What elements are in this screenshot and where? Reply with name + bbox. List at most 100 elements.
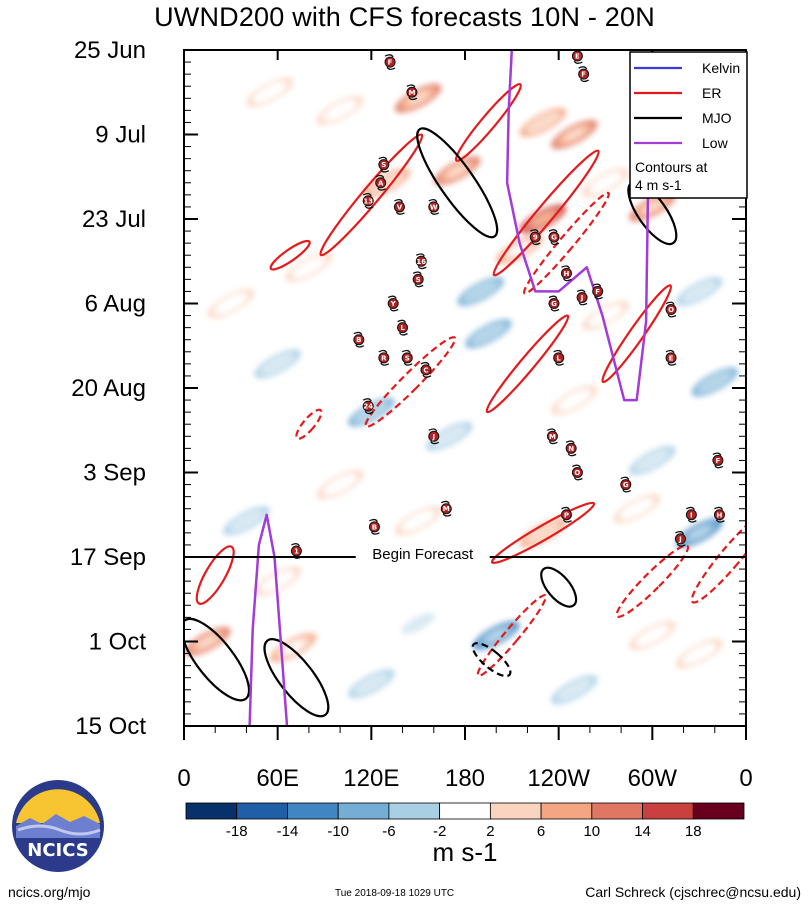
storm-dot (412, 273, 424, 285)
field-blob (252, 81, 287, 103)
storm-arm (550, 241, 560, 246)
storm-arm (548, 440, 558, 445)
storm-marker: 13 (362, 192, 374, 209)
footer-timestamp: Tue 2018-09-18 1029 UTC (335, 888, 455, 899)
storm-arm (573, 477, 583, 481)
storm-arm (665, 301, 675, 305)
y-tick-label: 25 Jun (74, 37, 146, 64)
logo-sun (16, 789, 100, 823)
field-blob (446, 164, 468, 178)
contour-mjo (540, 566, 578, 608)
legend-label-mjo: MJO (702, 110, 732, 126)
forecast-label: Begin Forecast (372, 546, 474, 563)
storm-arm (417, 265, 427, 270)
storm-marker: M (546, 428, 558, 445)
storm-id: Y (390, 300, 397, 308)
storm-dot (620, 479, 632, 491)
colorbar-box (540, 802, 593, 820)
storm-id: F (581, 71, 586, 79)
storm-marker: F (712, 452, 724, 469)
storm-arm (578, 302, 588, 306)
storm-marker: I (685, 506, 697, 523)
field-blobs (184, 77, 739, 705)
storm-marker: S (378, 156, 390, 173)
storm-id: 24 (363, 403, 373, 411)
storm-marker: C (420, 361, 432, 378)
storm-dot (384, 56, 396, 68)
storm-marker: 9 (529, 229, 541, 246)
field-blob (407, 91, 429, 105)
storm-dot (665, 304, 677, 316)
storm-arm (387, 295, 397, 299)
storm-marker: F (592, 283, 604, 300)
storm-arm (675, 530, 685, 535)
field-blob (432, 425, 467, 447)
field-blob (526, 111, 561, 134)
storm-arm (687, 519, 697, 523)
storm-arm (547, 428, 557, 432)
colorbar-box (287, 802, 339, 820)
field-blob (282, 640, 305, 655)
storm-arm (378, 156, 388, 161)
storm-id: A (378, 179, 384, 187)
storm-arm (573, 60, 583, 64)
storm-marker: B (368, 518, 380, 535)
storm-arm (622, 489, 632, 493)
colorbar-box (489, 802, 542, 820)
storm-arm (403, 362, 413, 366)
contour-er (490, 501, 596, 564)
storm-dot (546, 430, 558, 442)
legend: Kelvin ER MJO Low Contours at 4 m s-1 (629, 51, 748, 199)
storm-marker: M (406, 84, 418, 101)
storm-arm (572, 464, 581, 468)
storm-arm (364, 205, 374, 209)
colorbar-box (692, 802, 745, 820)
storm-arm (667, 314, 677, 318)
legend-box (629, 51, 748, 199)
y-tick-label: 20 Aug (71, 375, 146, 402)
storm-id: B (372, 523, 377, 531)
storm-arm (364, 410, 374, 415)
field-blob (291, 256, 326, 278)
storm-arm (712, 452, 722, 456)
storm-arm (553, 349, 563, 354)
colorbar-tick-label: -10 (327, 823, 349, 840)
storm-arm (561, 506, 571, 511)
storm-arm (555, 362, 564, 366)
storm-dot (387, 298, 399, 309)
storm-dot (362, 195, 374, 207)
storm-arm (550, 308, 560, 312)
legend-label-er: ER (702, 85, 721, 101)
contour-er (269, 239, 311, 271)
storm-id: J (431, 433, 435, 441)
storm-arm (370, 531, 380, 535)
contour-er (485, 314, 570, 414)
field-blob (532, 212, 554, 226)
storm-id: 13 (363, 197, 373, 205)
storm-dot (420, 364, 432, 376)
storm-arm (291, 543, 300, 547)
storm-arm (394, 199, 404, 203)
storm-marker: G (548, 295, 560, 312)
field-blob (682, 280, 717, 303)
storm-dot (529, 231, 541, 243)
low-path (505, 50, 654, 402)
field-blob (588, 304, 623, 327)
field-blob (260, 353, 295, 375)
field-blob (557, 679, 592, 701)
y-tick-label: 15 Oct (75, 713, 146, 740)
storm-id: F (716, 457, 721, 465)
field-blob (354, 673, 389, 695)
storm-arm (378, 349, 388, 354)
y-axis: 25 Jun 9 Jul 23 Jul 6 Aug 20 Aug 3 Sep 17 Sep 1… (70, 37, 746, 740)
storm-arm (412, 271, 422, 275)
field-blob (682, 642, 717, 665)
footer-url[interactable]: ncics.org/mjo (8, 884, 91, 900)
storm-marker: O (571, 464, 583, 481)
footer-author[interactable]: Carl Schreck (cjschrec@ncsu.edu) (585, 884, 801, 900)
storm-arm (428, 199, 438, 203)
storm-id: 16 (416, 258, 426, 266)
storm-arm (377, 187, 386, 191)
forecast-line: Begin Forecast (184, 546, 746, 563)
storm-dot (560, 509, 572, 521)
